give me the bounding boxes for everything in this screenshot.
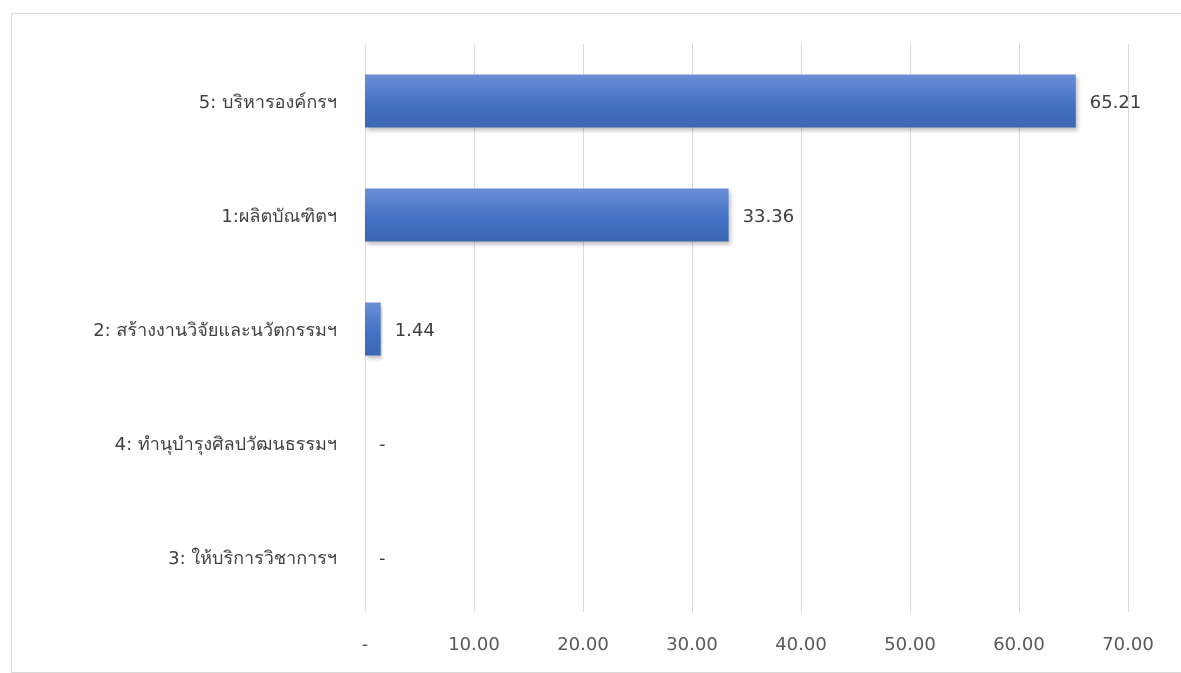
x-tick-label: 60.00 bbox=[993, 634, 1045, 655]
x-tick-label: - bbox=[362, 634, 369, 655]
category-label: 2: สร้างงานวิจัยและนวัตกรรมฯ bbox=[93, 320, 337, 341]
data-label: 1.44 bbox=[395, 320, 435, 341]
category-label: 1:ผลิตบัณฑิตฯ bbox=[221, 206, 337, 227]
data-label: - bbox=[379, 548, 386, 569]
x-tick-label: 10.00 bbox=[448, 634, 500, 655]
category-label: 3: ให้บริการวิชาการฯ bbox=[168, 547, 337, 569]
category-labels: 5: บริหารองค์กรฯ 1:ผลิตบัณฑิตฯ 2: สร้างงาน… bbox=[93, 92, 337, 569]
x-tick-label: 50.00 bbox=[884, 634, 936, 655]
gridlines bbox=[365, 44, 1129, 612]
category-label: 5: บริหารองค์กรฯ bbox=[199, 92, 337, 113]
data-label: 33.36 bbox=[743, 206, 795, 227]
bar bbox=[365, 302, 381, 356]
x-axis-tick-labels: - 10.00 20.00 30.00 40.00 50.00 60.00 70.00 bbox=[362, 634, 1154, 655]
x-tick-label: 30.00 bbox=[666, 634, 718, 655]
bar bbox=[365, 188, 729, 242]
x-tick-label: 40.00 bbox=[775, 634, 827, 655]
x-tick-label: 20.00 bbox=[557, 634, 609, 655]
bars bbox=[365, 74, 1076, 356]
data-labels: 65.21 33.36 1.44 - - bbox=[379, 92, 1141, 569]
data-label: 65.21 bbox=[1090, 92, 1142, 113]
x-tick-label: 70.00 bbox=[1102, 634, 1154, 655]
data-label: - bbox=[379, 434, 386, 455]
category-label: 4: ทำนุบำรุงศิลปวัฒนธรรมฯ bbox=[115, 434, 337, 455]
bar bbox=[365, 74, 1076, 128]
